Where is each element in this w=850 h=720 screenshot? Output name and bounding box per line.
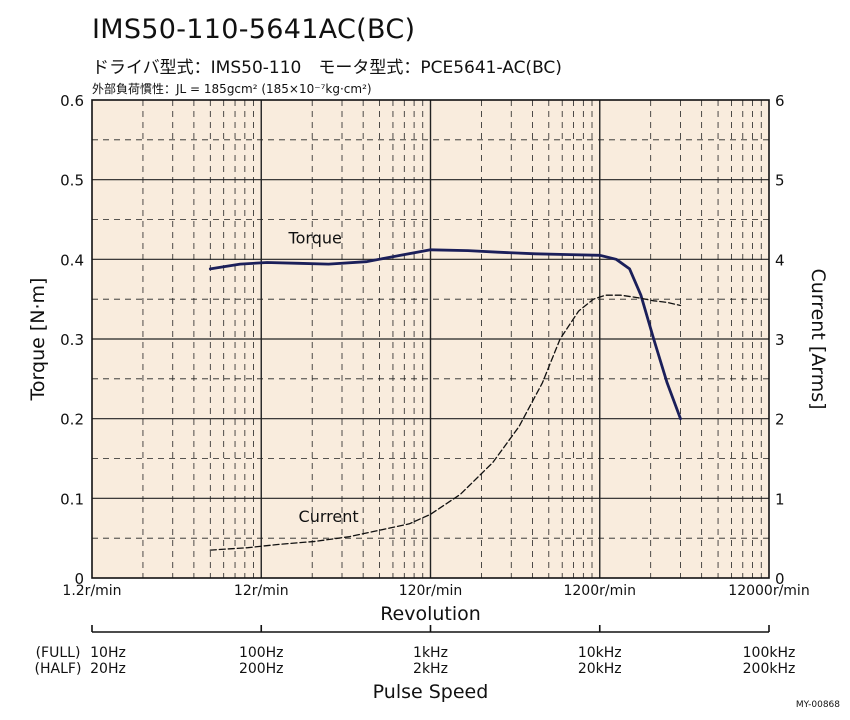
y-tick-label: 0 xyxy=(74,570,84,588)
pulse-tick-label: 1kHz xyxy=(413,645,448,661)
chart-subtitle: ドライバ型式：IMS50-110 モータ型式：PCE5641-AC(BC) xyxy=(92,58,562,78)
y2-tick-label: 6 xyxy=(775,92,785,110)
pulse-tick-label: 2kHz xyxy=(413,661,448,677)
y-tick-label: 0.4 xyxy=(60,251,84,269)
y-tick-label: 0.1 xyxy=(60,490,84,508)
plot-border xyxy=(91,99,770,579)
x-tick-label: 12r/min xyxy=(234,583,289,599)
pulse-tick-label: 20Hz xyxy=(90,661,126,677)
pulse-tick-label: 10Hz xyxy=(90,645,126,661)
axis-labels: Revolution Torque [N·m] Current [Arms] xyxy=(27,268,829,625)
y2-tick-label: 2 xyxy=(775,411,785,429)
series-line-current xyxy=(209,294,682,551)
y2-axis-title: Current [Arms] xyxy=(807,268,829,409)
x-tick-label: 12000r/min xyxy=(728,583,809,599)
pulse-tick-label: 20kHz xyxy=(578,661,622,677)
y-tick-label: 0.2 xyxy=(60,411,84,429)
y-tick-label: 0.6 xyxy=(60,92,84,110)
y2-tick-label: 0 xyxy=(775,570,785,588)
pulse-tick-label: 100Hz xyxy=(239,645,284,661)
chart-title: IMS50-110-5641AC(BC) xyxy=(92,14,416,45)
pulse-row-label: (FULL) xyxy=(36,645,81,661)
x-tick-label: 120r/min xyxy=(399,583,463,599)
pulse-axis-title: Pulse Speed xyxy=(373,681,489,703)
figure-code: MY-00868 xyxy=(795,700,840,710)
y2-tick-label: 3 xyxy=(775,331,785,349)
series-annotation: Current xyxy=(299,507,359,526)
pulse-tick-label: 200Hz xyxy=(239,661,284,677)
grid-major xyxy=(92,100,769,578)
pulse-speed-axis: (FULL) 10Hz 100Hz 1kHz 10kHz 100kHz (HALF) 20Hz… xyxy=(35,625,796,703)
y2-tick-label: 4 xyxy=(775,251,785,269)
y-tick-label: 0.5 xyxy=(60,172,84,190)
pulse-tick-label: 200kHz xyxy=(743,661,796,677)
series-layer xyxy=(208,248,682,551)
tick-labels: 0 0.1 0.2 0.3 0.4 0.5 0.6 0 1 2 3 4 5 6 1.2r/min 12r/mi… xyxy=(60,92,810,599)
x-tick-label: 1200r/min xyxy=(563,583,636,599)
pulse-tick-label: 10kHz xyxy=(578,645,622,661)
series-annotation: Torque xyxy=(288,228,342,247)
pulse-row-label: (HALF) xyxy=(35,661,82,677)
annotations: Torque Current xyxy=(288,228,359,526)
x-axis-title: Revolution xyxy=(380,603,481,625)
x-tick-label: 1.2r/min xyxy=(62,583,121,599)
y-axis-title: Torque [N·m] xyxy=(27,278,49,402)
pulse-tick-label: 100kHz xyxy=(743,645,796,661)
y-tick-label: 0.3 xyxy=(60,331,84,349)
series-line-torque xyxy=(208,248,682,421)
y2-tick-label: 5 xyxy=(775,172,785,190)
y2-tick-label: 1 xyxy=(775,490,785,508)
load-inertia-note: 外部負荷慣性：JL = 185gcm² (185×10⁻⁷kg·cm²) xyxy=(92,82,372,96)
